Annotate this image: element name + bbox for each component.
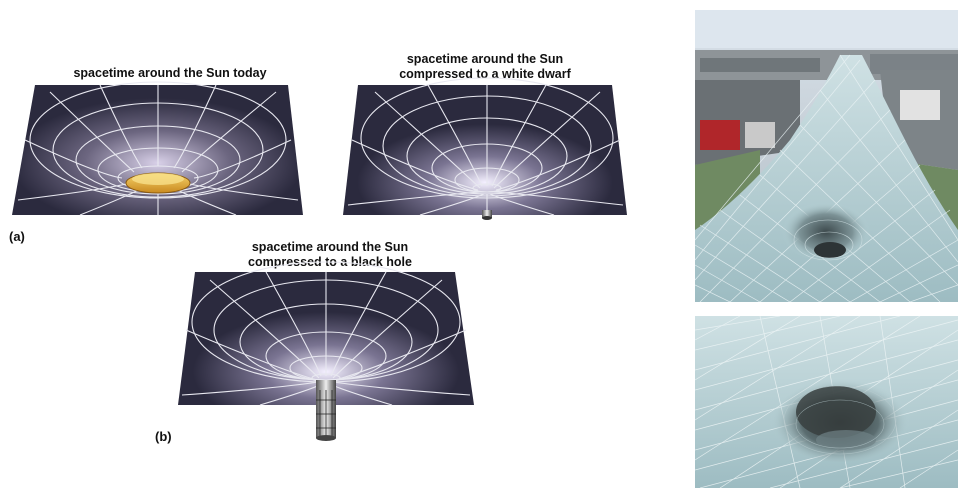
sun-grid	[17, 81, 299, 216]
white-dwarf-sheet	[343, 85, 627, 215]
white-dwarf-funnel	[482, 210, 492, 218]
caption-white-dwarf-line1: spacetime around the Sun	[406, 52, 564, 66]
white-dwarf-grid	[347, 77, 624, 216]
panel-b-label: (b)	[155, 429, 172, 444]
black-hole-grid	[181, 261, 471, 406]
white-dwarf-diagram	[343, 77, 627, 220]
glass-roof-photo-aerial	[695, 10, 958, 302]
caption-white-dwarf-line2: compressed to a white dwarf	[399, 67, 571, 81]
glass-roof-photo-closeup	[695, 316, 958, 488]
panel-a-label: (a)	[9, 229, 25, 244]
black-hole-diagram	[178, 261, 474, 441]
caption-sun-line1: spacetime around the Sun today	[73, 66, 267, 80]
sun-diagram	[12, 81, 303, 216]
caption-black-hole-line1: spacetime around the Sun	[251, 240, 409, 254]
